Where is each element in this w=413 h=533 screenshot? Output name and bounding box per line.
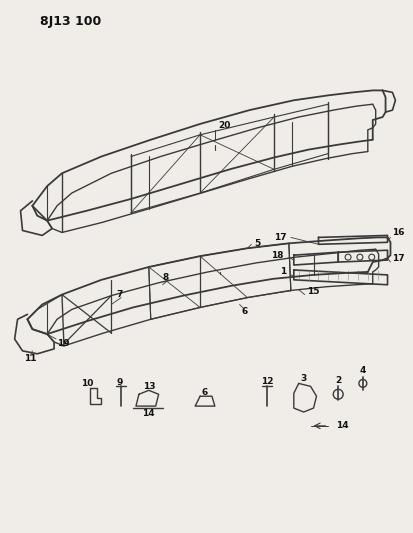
Text: 1: 1 [280,268,286,277]
Text: 10: 10 [81,379,94,388]
Text: 17: 17 [274,233,287,242]
Text: 6: 6 [241,307,248,316]
Text: 16: 16 [392,228,405,237]
Text: 7: 7 [116,290,122,299]
Text: 20: 20 [218,122,230,131]
Text: 6: 6 [202,388,208,397]
Text: 12: 12 [261,377,273,386]
Text: 15: 15 [306,287,319,296]
Text: 13: 13 [142,382,155,391]
Text: 9: 9 [116,378,122,387]
Text: 8J13 100: 8J13 100 [40,15,102,28]
Text: 11: 11 [24,354,37,364]
Text: 14: 14 [142,408,155,417]
Text: 8: 8 [162,273,169,282]
Text: 14: 14 [336,421,349,430]
Text: 17: 17 [392,254,405,263]
Text: 2: 2 [335,376,341,385]
Text: 5: 5 [254,239,261,248]
Text: 19: 19 [57,340,70,349]
Text: 18: 18 [271,251,284,260]
Text: 4: 4 [360,366,366,375]
Text: 3: 3 [301,374,307,383]
